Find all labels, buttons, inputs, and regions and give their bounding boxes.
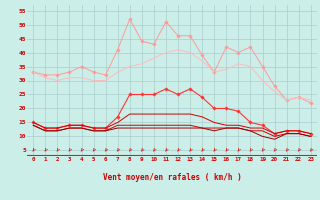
X-axis label: Vent moyen/en rafales ( km/h ): Vent moyen/en rafales ( km/h ) — [103, 173, 241, 182]
